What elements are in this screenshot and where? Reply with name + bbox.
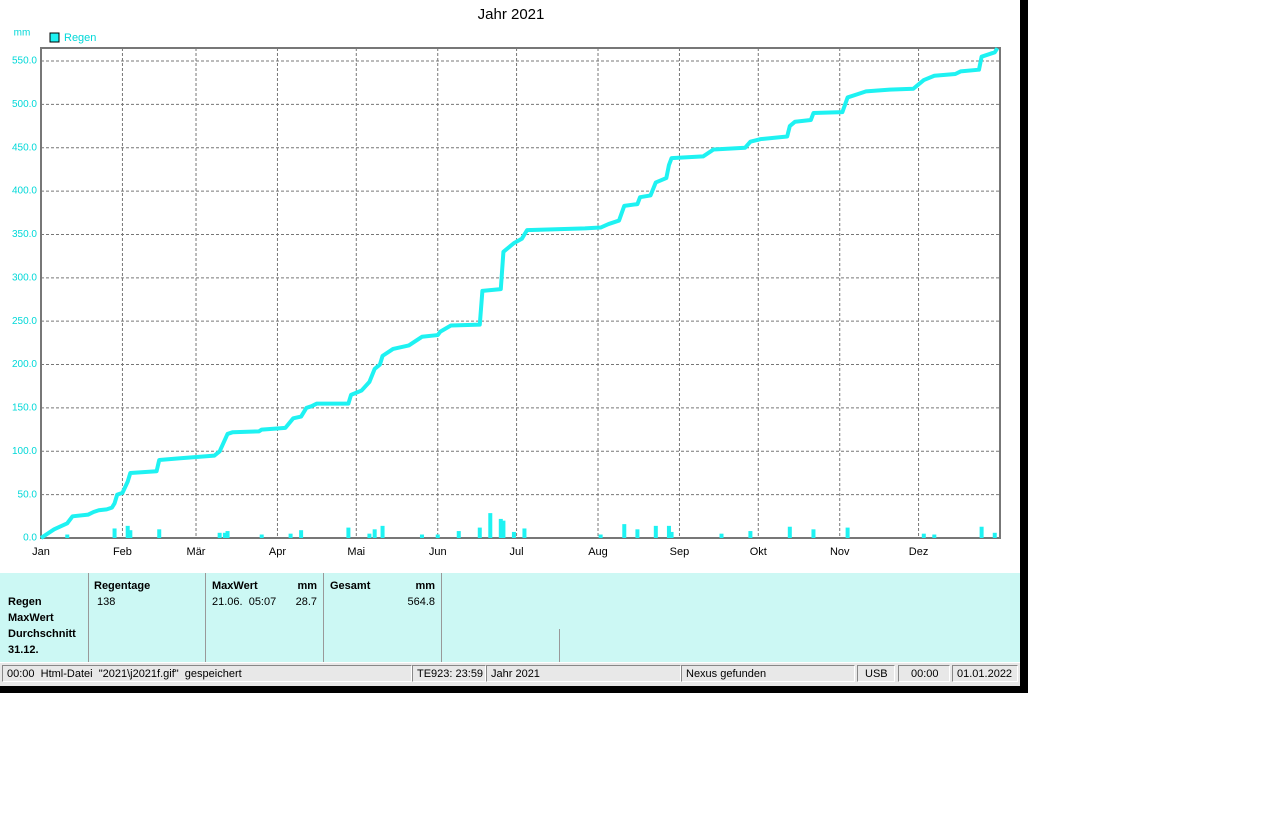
- bar: [932, 534, 937, 538]
- row-label: Durchschnitt: [8, 628, 76, 640]
- legend-label: Regen: [64, 32, 96, 44]
- y-tick-label: 100.0: [12, 446, 37, 457]
- y-tick-label: 300.0: [12, 272, 37, 283]
- line: [39, 47, 1000, 540]
- bar: [128, 530, 133, 538]
- chart-title: Jahr 2021: [478, 6, 545, 23]
- y-tick-label: 250.0: [12, 316, 37, 327]
- status-cell: 01.01.2022: [952, 665, 1018, 682]
- bar: [787, 526, 792, 538]
- x-tick-label: Mai: [347, 546, 365, 558]
- y-tick-label: 50.0: [18, 489, 38, 500]
- x-tick-label: Sep: [670, 546, 690, 558]
- x-tick-label: Mär: [187, 546, 206, 558]
- cell-value: 138: [97, 596, 116, 608]
- x-tick-label: Apr: [269, 546, 286, 558]
- bar: [372, 529, 377, 538]
- x-tick-label: Aug: [588, 546, 608, 558]
- y-unit: mm: [14, 28, 31, 39]
- bar: [488, 513, 493, 538]
- maxwert-column: MaxWert mm 21.06. 05:07 28.7: [206, 573, 324, 662]
- bar: [259, 534, 264, 538]
- y-tick-label: 400.0: [12, 186, 37, 197]
- cell-date: 21.06. 05:07: [212, 596, 277, 608]
- bar: [522, 528, 527, 538]
- row-label: Regen: [8, 596, 42, 608]
- regentage-column: Regentage 138: [88, 573, 206, 662]
- summary-panel: Regen MaxWert Durchschnitt 31.12. Regent…: [0, 573, 1020, 662]
- bar: [419, 534, 424, 538]
- bar: [511, 531, 516, 538]
- bar: [811, 529, 816, 538]
- status-cell: Jahr 2021: [486, 665, 681, 682]
- bar: [346, 527, 351, 538]
- column-header: Gesamt: [330, 580, 371, 592]
- bar: [157, 529, 162, 538]
- row-labels: Regen MaxWert Durchschnitt 31.12.: [0, 573, 89, 662]
- bar: [979, 526, 984, 538]
- bar: [380, 525, 385, 538]
- bar: [666, 525, 671, 538]
- app-window: Jahr 2021 mm Regen 0.0 50.0 100.0 150.0 200.…: [0, 0, 1028, 693]
- bar: [498, 518, 503, 538]
- bar: [719, 533, 724, 538]
- x-tick-label: Jan: [32, 546, 50, 558]
- bar: [598, 534, 603, 538]
- column-header: MaxWert: [212, 580, 258, 592]
- column-unit: mm: [415, 580, 435, 592]
- x-tick-label: Jul: [510, 546, 524, 558]
- x-tick-label: Feb: [113, 546, 132, 558]
- status-bar: 00:00 Html-Datei "2021\j2021f.gif" gespe…: [0, 663, 1020, 686]
- bar: [367, 533, 372, 538]
- y-tick-label: 150.0: [12, 403, 37, 414]
- bar: [635, 529, 640, 538]
- bar: [225, 531, 230, 538]
- legend-swatch: [49, 32, 60, 43]
- status-cell: 00:00 Html-Datei "2021\j2021f.gif" gespe…: [2, 665, 412, 682]
- status-cell: 00:00: [898, 665, 950, 682]
- bar: [288, 533, 293, 538]
- bar: [299, 530, 304, 538]
- status-cell: Nexus gefunden: [681, 665, 855, 682]
- bar: [653, 525, 658, 538]
- y-tick-label: 0.0: [23, 533, 37, 544]
- y-tick-label: 200.0: [12, 359, 37, 370]
- cell-value: 28.7: [295, 596, 317, 608]
- y-tick-label: 350.0: [12, 229, 37, 240]
- divider: [559, 629, 560, 662]
- y-tick-label: 550.0: [12, 56, 37, 67]
- bar: [992, 532, 997, 538]
- x-tick-label: Okt: [750, 546, 767, 558]
- column-unit: mm: [297, 580, 317, 592]
- bar: [65, 534, 70, 538]
- bar: [222, 532, 227, 538]
- row-label: MaxWert: [8, 612, 54, 624]
- bar: [456, 531, 461, 538]
- plot-frame: [40, 47, 1001, 539]
- column-header: Regentage: [94, 580, 151, 592]
- bar: [217, 532, 222, 538]
- cell-value: 564.8: [407, 596, 435, 608]
- bar: [921, 533, 926, 538]
- x-tick-label: Jun: [429, 546, 447, 558]
- bar: [622, 524, 627, 538]
- y-tick-label: 450.0: [12, 142, 37, 153]
- bar: [748, 531, 753, 538]
- x-tick-label: Nov: [830, 546, 850, 558]
- chart: Jahr 2021 mm Regen 0.0 50.0 100.0 150.0 200.…: [12, 6, 1001, 558]
- bar: [435, 534, 440, 538]
- bar: [477, 527, 482, 538]
- status-cell: USB: [857, 665, 895, 682]
- bar: [669, 531, 674, 538]
- row-label: 31.12.: [8, 644, 39, 656]
- x-tick-label: Dez: [909, 546, 929, 558]
- status-cell: TE923: 23:59: [412, 665, 486, 682]
- gesamt-column: Gesamt mm 564.8: [324, 573, 442, 662]
- bar: [501, 520, 506, 538]
- bar: [112, 528, 117, 538]
- bar: [125, 525, 130, 538]
- y-tick-label: 500.0: [12, 99, 37, 110]
- bar: [845, 527, 850, 538]
